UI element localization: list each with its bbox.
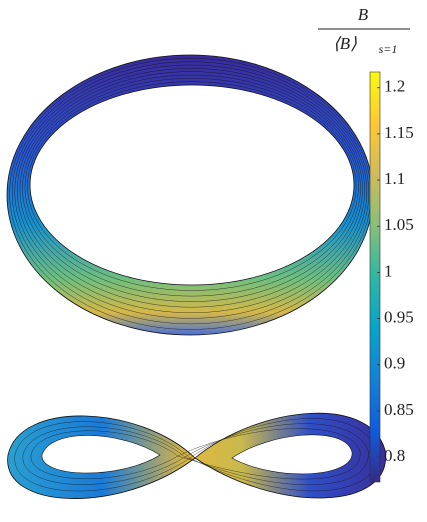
tick-label: 1.15 — [384, 123, 414, 142]
label-numerator: B — [358, 5, 369, 24]
tick-label: 0.8 — [384, 446, 405, 465]
figure: 0.8 0.85 0.9 0.95 1 1.05 1.1 1.15 1.2 B ⟨B⟩ s=1 — [0, 0, 427, 522]
label-denominator: ⟨B⟩ — [333, 34, 357, 53]
label-subscript: s=1 — [379, 42, 398, 56]
tick-label: 1.05 — [384, 215, 414, 234]
tick-label: 1.2 — [384, 77, 405, 96]
ring-surface — [7, 55, 373, 335]
figure-eight-surface — [8, 413, 386, 498]
tick-label: 1.1 — [384, 169, 405, 188]
colorbar: 0.8 0.85 0.9 0.95 1 1.05 1.1 1.15 1.2 — [370, 72, 414, 482]
tick-label: 0.9 — [384, 354, 405, 373]
tick-label: 0.95 — [384, 307, 414, 326]
tick-label: 0.85 — [384, 400, 414, 419]
colorbar-label: B ⟨B⟩ s=1 — [318, 5, 410, 56]
tick-label: 1 — [384, 261, 393, 280]
